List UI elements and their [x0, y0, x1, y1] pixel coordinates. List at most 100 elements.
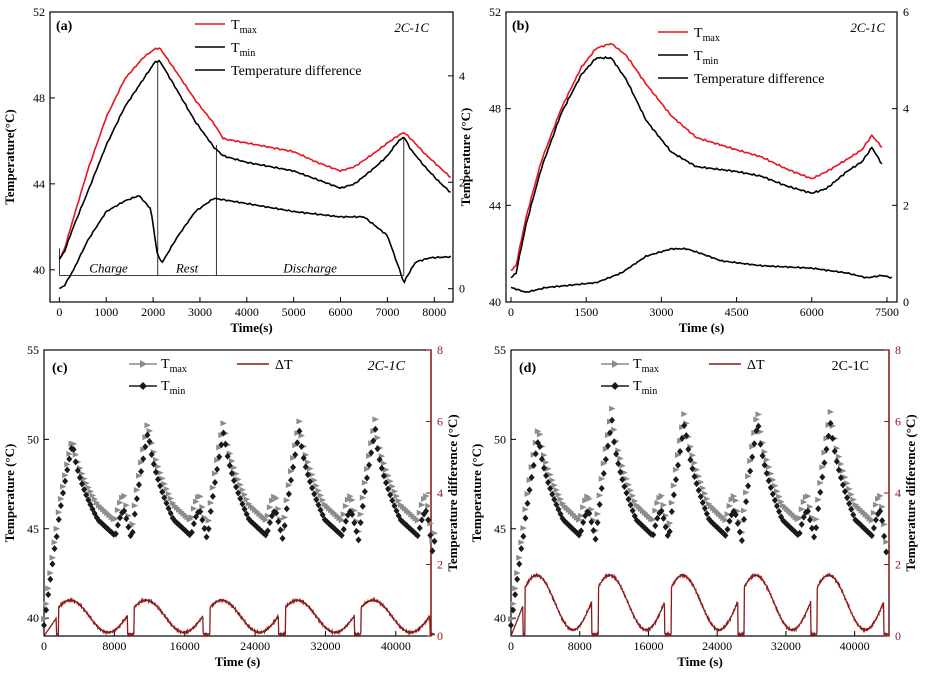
data-point-tmax [730, 493, 738, 500]
data-point-tmax [629, 492, 637, 499]
data-point-tmin [163, 499, 170, 507]
data-point-tmax [813, 516, 820, 523]
data-point-tmax [144, 422, 151, 429]
data-point-tmax [728, 496, 736, 503]
data-point-tmax [309, 471, 316, 478]
data-point-tmin [357, 519, 364, 527]
y2-tick-label: 4 [437, 486, 443, 500]
data-point-tmax [281, 514, 289, 521]
data-point-tmax [835, 453, 843, 460]
data-point-tmax [142, 434, 149, 441]
x-tick-label: 40000 [381, 639, 411, 653]
data-point-tmin [45, 591, 52, 599]
data-point-tmin [654, 514, 661, 522]
x-tick-label: 32000 [771, 639, 801, 653]
data-point-tmin [425, 516, 432, 524]
data-point-tmin [769, 490, 776, 498]
data-point-tmax [209, 484, 217, 491]
data-point-tmax [600, 460, 608, 467]
data-point-tmax [306, 465, 314, 472]
data-point-tmin [681, 421, 688, 429]
data-point-tmax [798, 506, 806, 513]
data-point-tmin [835, 466, 842, 474]
data-point-tmax [609, 405, 616, 412]
data-point-tmax [815, 496, 822, 503]
data-point-tmin [738, 537, 745, 545]
y-axis-title: Temperature (°C) [2, 444, 17, 543]
data-point-tmin [553, 501, 560, 509]
data-point-tmin [660, 514, 667, 522]
data-point-tmin [695, 486, 702, 494]
data-point-tmin [387, 491, 394, 499]
data-point-tmax [62, 472, 69, 479]
y-tick-label: 52 [33, 5, 45, 19]
y2-tick-label: 2 [437, 558, 443, 572]
y2-tick-label: 6 [903, 5, 909, 19]
data-point-tmin [740, 515, 747, 523]
x-tick-label: 2000 [141, 305, 165, 319]
data-point-tmin [804, 507, 811, 515]
data-point-tmin [672, 476, 679, 484]
data-point-tmin [726, 517, 733, 525]
data-point-tmin [796, 529, 803, 537]
x-tick-label: 4500 [725, 305, 749, 319]
data-point-tmax [425, 502, 432, 509]
data-point-tmax [266, 504, 274, 511]
data-point-tmin [619, 476, 626, 484]
data-point-tmax [598, 475, 606, 482]
data-point-tmin [602, 455, 609, 463]
data-point-tmax [85, 484, 92, 491]
data-point-tmin [530, 461, 537, 469]
data-point-tmax [216, 444, 223, 451]
data-point-tmax [586, 495, 593, 502]
data-point-tmax [241, 491, 249, 498]
data-point-tmax [159, 475, 166, 482]
data-point-tmax [372, 416, 379, 423]
data-point-tmax [192, 498, 200, 505]
x-tick-label: 40000 [840, 639, 870, 653]
data-point-tmin [732, 511, 739, 519]
data-point-tmax [837, 461, 845, 468]
data-point-tmax [304, 459, 312, 466]
data-point-tmin [658, 507, 665, 515]
data-point-tmax [347, 493, 354, 500]
data-point-tmin [349, 510, 356, 518]
data-point-tmin [366, 461, 373, 469]
data-point-tmin [551, 496, 558, 504]
y-tick-label: 52 [489, 5, 501, 19]
data-point-tmin [600, 470, 607, 478]
data-point-tmin [135, 481, 142, 489]
data-point-tmax [389, 483, 396, 490]
panel-label: (d) [519, 361, 536, 376]
data-point-tmax [319, 497, 327, 504]
phase-label: Rest [175, 260, 199, 275]
data-point-tmax [140, 446, 147, 453]
data-point-tmax [380, 460, 388, 467]
data-point-tmax [214, 457, 221, 464]
x-axis-title: Time (s) [677, 654, 723, 669]
data-point-tmax [796, 515, 804, 522]
data-point-tmax [123, 502, 130, 509]
condition-label: 2C-1C [850, 20, 885, 35]
data-point-tmax [883, 539, 890, 546]
data-point-tmax [416, 509, 424, 516]
data-point-tmax [806, 503, 814, 510]
data-point-tmax [819, 464, 826, 471]
data-point-tmin [226, 462, 233, 470]
data-point-tmax [283, 497, 291, 504]
legend-label: Temperature difference [694, 72, 825, 87]
data-point-tmin [152, 468, 159, 476]
data-point-tmin [275, 517, 282, 525]
data-point-tmin [825, 432, 832, 440]
plot-frame [505, 11, 898, 303]
data-point-tmin [266, 518, 273, 526]
data-point-tmin [811, 533, 818, 541]
y-tick-label: 48 [489, 102, 501, 116]
data-point-tmax [53, 525, 61, 532]
data-point-tmin [207, 507, 214, 515]
panel-c: 0 8000 16000 24000 32000 40000 40 45 50 55 0 2 4 6 8 Tm… [2, 343, 460, 669]
data-point-tmin [342, 517, 349, 525]
data-point-tmin [429, 547, 436, 555]
data-point-tmin [609, 416, 616, 424]
data-point-tmax [393, 493, 401, 500]
